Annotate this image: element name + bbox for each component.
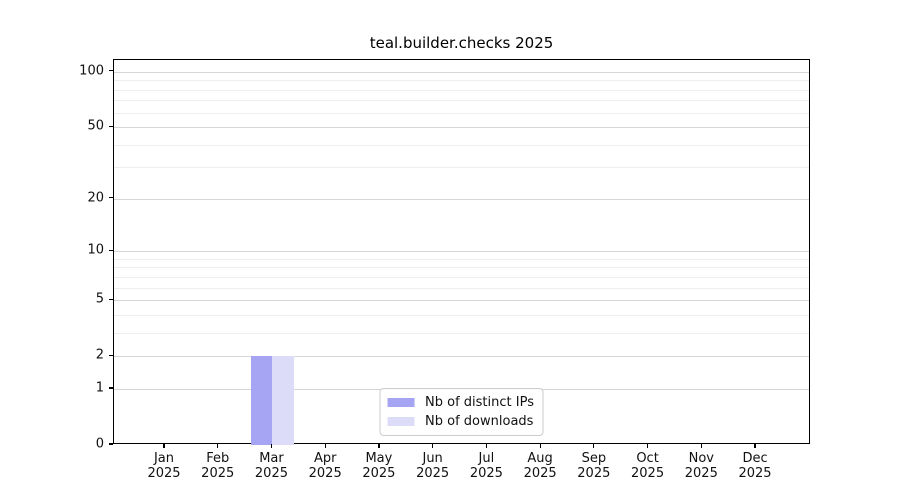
x-tick-mark [270,444,273,448]
y-tick-label: 2 [95,347,104,363]
y-tick-mark [109,387,113,389]
x-tick-mark [217,444,219,448]
y-tick-label: 1 [95,380,104,396]
x-tick-label: Feb 2025 [201,451,235,481]
y-tick-label: 50 [87,118,104,134]
x-tick-mark [754,444,756,448]
legend-entry-downloads: Nb of downloads [387,414,534,429]
x-tick-label: May 2025 [362,451,396,481]
minor-gridline [114,100,809,102]
legend-swatch-downloads [387,417,415,426]
major-gridline [114,251,809,253]
x-tick-mark [324,444,326,448]
y-tick-mark [109,298,113,300]
y-tick-label: 20 [87,190,104,206]
x-tick-mark [539,444,541,448]
chart-title: teal.builder.checks 2025 [369,34,554,52]
y-tick-mark [109,354,113,356]
x-tick-label: Nov 2025 [684,451,718,481]
x-tick-mark [700,444,702,448]
y-tick-label: 10 [87,242,104,258]
y-tick-mark [109,125,113,127]
x-tick-label: Mar 2025 [254,451,288,481]
minor-gridline [114,80,809,82]
x-tick-label: Jun 2025 [416,451,450,481]
x-tick-label: Jul 2025 [469,451,503,481]
minor-gridline [114,144,809,146]
y-tick-mark [109,249,113,251]
minor-gridline [114,112,809,114]
legend-swatch-distinct-ips [387,398,415,407]
bar-distinct-ips [250,356,273,445]
x-tick-mark [485,444,487,448]
x-tick-label: Aug 2025 [523,451,557,481]
x-tick-mark [378,444,380,448]
x-tick-label: Jan 2025 [147,451,181,481]
x-tick-label: Sep 2025 [577,451,611,481]
minor-gridline [114,287,809,289]
y-tick-label: 0 [95,436,104,452]
x-tick-mark [432,444,434,448]
major-gridline [114,127,809,129]
minor-gridline [114,332,809,334]
x-tick-label: Oct 2025 [631,451,665,481]
major-gridline [114,71,809,73]
minor-gridline [114,167,809,169]
legend-label-distinct-ips: Nb of distinct IPs [425,395,534,410]
minor-gridline [114,314,809,316]
x-tick-label: Dec 2025 [738,451,772,481]
x-tick-mark [163,444,165,448]
x-tick-mark [593,444,595,448]
legend-label-downloads: Nb of downloads [425,414,534,429]
bar-downloads [272,356,295,445]
major-gridline [114,356,809,358]
y-tick-mark [109,70,113,72]
x-tick-label: Apr 2025 [308,451,342,481]
major-gridline [114,198,809,200]
legend: Nb of distinct IPs Nb of downloads [379,388,544,436]
legend-entry-distinct-ips: Nb of distinct IPs [387,395,534,410]
y-tick-mark [109,443,113,445]
x-tick-mark [646,444,649,448]
minor-gridline [114,258,809,260]
y-tick-label: 5 [95,291,104,307]
plot-area: Nb of distinct IPs Nb of downloads [113,59,810,445]
minor-gridline [114,267,809,269]
minor-gridline [114,276,809,278]
minor-gridline [114,89,809,91]
y-tick-label: 100 [79,63,104,79]
y-tick-mark [109,197,113,199]
major-gridline [114,300,809,302]
